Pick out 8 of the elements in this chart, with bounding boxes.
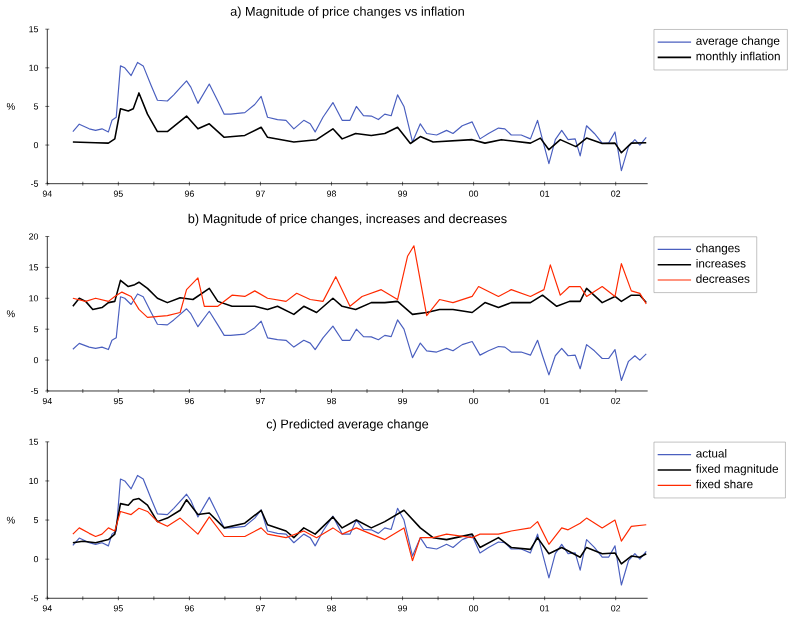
line-series xyxy=(72,279,648,316)
line-series xyxy=(72,92,648,154)
line-series xyxy=(72,293,647,382)
line-series xyxy=(72,474,647,586)
line-series xyxy=(72,245,647,319)
line-series xyxy=(72,507,647,562)
line-series xyxy=(72,61,647,172)
line-series xyxy=(72,497,648,565)
